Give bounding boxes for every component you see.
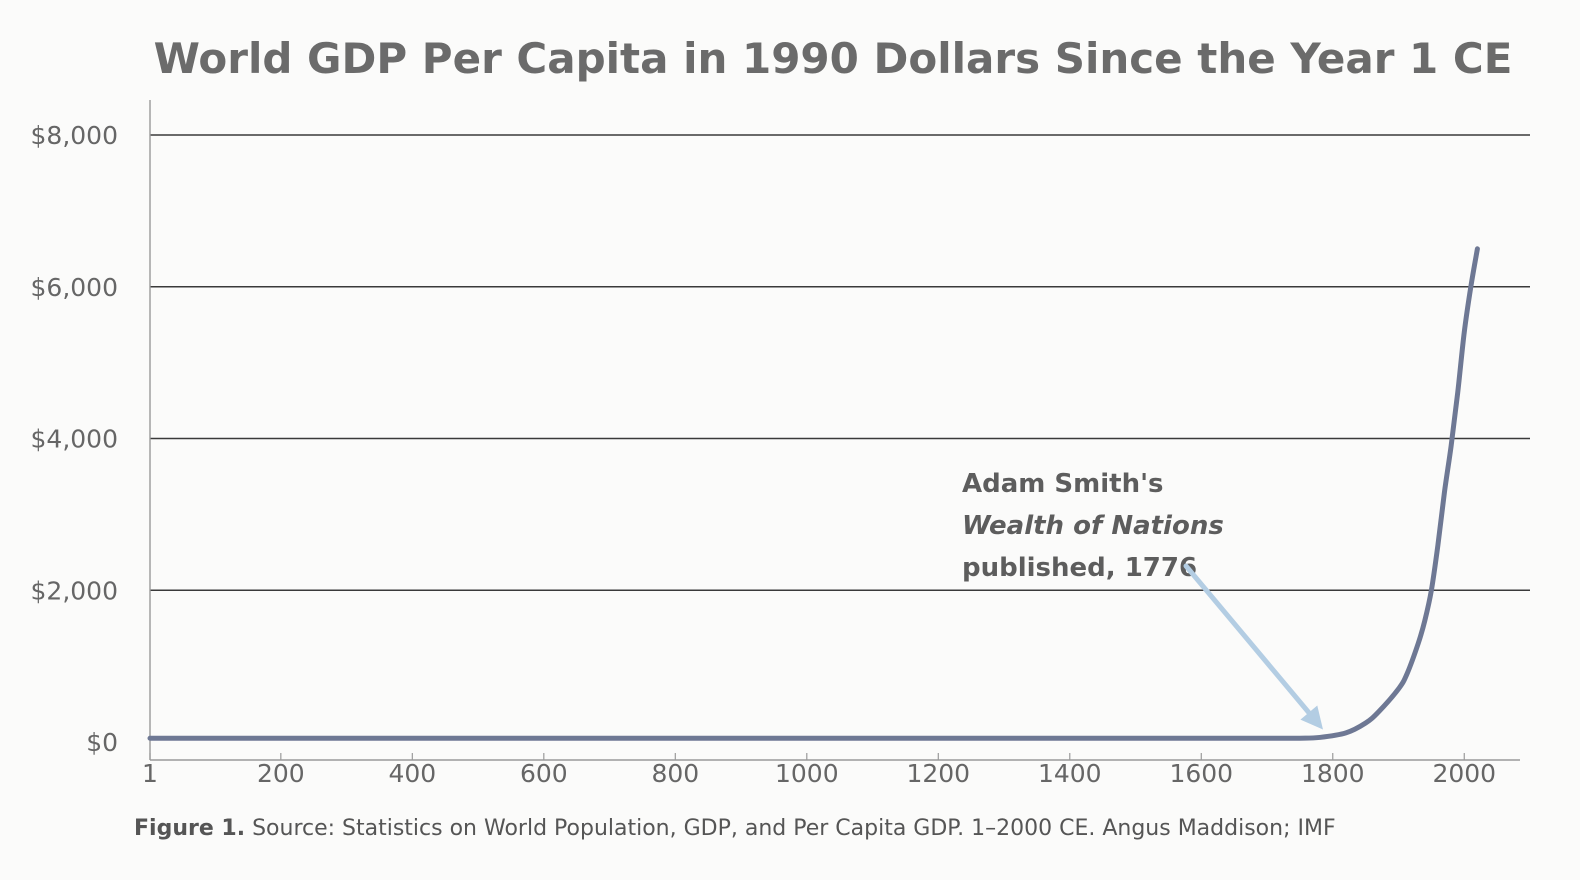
y-tick-label: $4,000	[31, 425, 118, 454]
grid-layer	[150, 134, 1530, 591]
series-layer	[147, 246, 1480, 741]
x-tick-label: 2000	[1432, 759, 1496, 788]
chart-title: World GDP Per Capita in 1990 Dollars Sin…	[154, 34, 1513, 83]
annotation-layer: Adam Smith's Wealth of Nations published, …	[962, 469, 1323, 730]
y-tick-label: $8,000	[31, 121, 118, 150]
x-tick-label: 1800	[1301, 759, 1365, 788]
y-tick-labels: $0 $2,000 $4,000 $6,000 $8,000	[31, 121, 118, 757]
x-tick-label: 400	[388, 759, 436, 788]
x-tick-labels: 1 200 400 600 800 1000 1200 1400 1600 1800 2000	[142, 753, 1496, 788]
caption-text: Source: Statistics on World Population, …	[245, 816, 1336, 841]
annotation-line: published, 1776	[962, 553, 1197, 583]
x-tick-label: 800	[651, 759, 699, 788]
annotation-line: Wealth of Nations	[962, 511, 1224, 541]
y-tick-label: $6,000	[31, 273, 118, 302]
x-tick-label: 600	[520, 759, 568, 788]
x-tick-label: 1	[142, 759, 158, 788]
annotation-arrow-shaft	[1183, 563, 1312, 716]
figure-caption: Figure 1. Source: Statistics on World Po…	[134, 816, 1336, 841]
series-line	[147, 246, 1480, 741]
x-tick-label: 1000	[775, 759, 839, 788]
y-tick-label: $2,000	[31, 576, 118, 605]
caption-label: Figure 1.	[134, 816, 246, 841]
x-tick-label: 200	[257, 759, 305, 788]
axis-layer	[149, 100, 1520, 761]
annotation-line: Adam Smith's	[962, 469, 1164, 499]
annotation-arrow-head	[1300, 705, 1323, 730]
x-tick-label: 1600	[1169, 759, 1233, 788]
x-tick-label: 1200	[906, 759, 970, 788]
x-tick-label: 1400	[1038, 759, 1102, 788]
y-tick-label: $0	[86, 728, 118, 757]
